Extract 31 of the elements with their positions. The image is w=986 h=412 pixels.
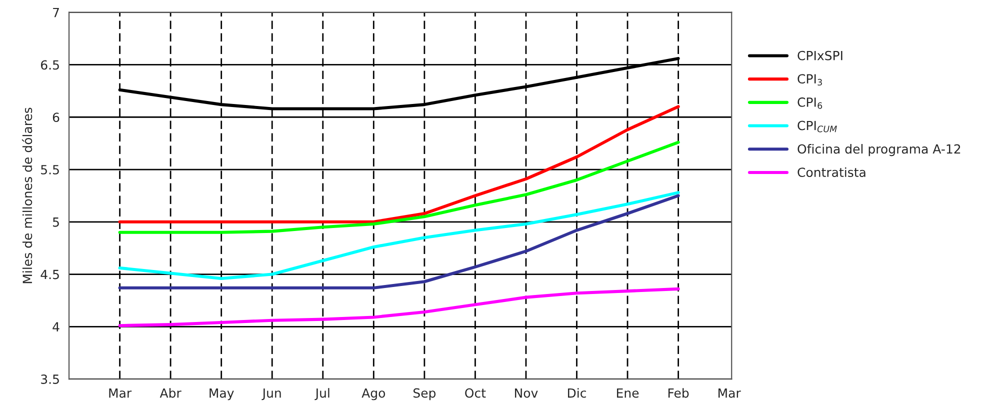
y-tick-label: 5	[53, 218, 59, 227]
x-tick-label: Ago	[362, 388, 386, 400]
x-tick-label: Abr	[160, 388, 182, 398]
legend-label: Oficina del programa A-12	[798, 144, 960, 156]
y-tick-label: 4	[52, 322, 60, 332]
x-tick-label: Sep	[413, 388, 436, 400]
legend-label: CPI$_{CUM}$	[798, 120, 837, 132]
x-tick-label: May	[210, 388, 234, 400]
y-tick-label: 5.5	[41, 165, 59, 174]
x-tick-label: Jul	[314, 388, 330, 400]
y-tick-label: 6	[52, 112, 60, 122]
line-series	[118, 287, 680, 328]
x-tick-label: Mar	[109, 388, 132, 398]
legend-label: CPI$_{6}$	[798, 97, 822, 109]
y-tick-label: 4.5	[40, 270, 59, 280]
y-axis-title: Miles de millones de dólares	[22, 108, 32, 284]
x-tick-label: Feb	[668, 388, 689, 398]
legend-label: CPI$_{3}$	[798, 74, 822, 86]
y-tick-label: 6.5	[40, 60, 59, 70]
x-tick-label: Nov	[515, 388, 538, 398]
legend-label: CPIxSPI	[798, 50, 842, 60]
x-tick-label: Mar	[718, 388, 741, 398]
y-tick-label: 3.5	[41, 374, 59, 384]
x-tick-label: Jun	[262, 388, 281, 400]
y-tick-label: 7	[53, 8, 59, 18]
x-tick-label: Oct	[465, 388, 486, 398]
x-tick-label: Ene	[616, 388, 639, 398]
line-series	[118, 105, 680, 224]
x-tick-label: Dic	[568, 388, 586, 398]
line-series	[118, 140, 680, 234]
legend-label: Contratista	[798, 167, 866, 178]
